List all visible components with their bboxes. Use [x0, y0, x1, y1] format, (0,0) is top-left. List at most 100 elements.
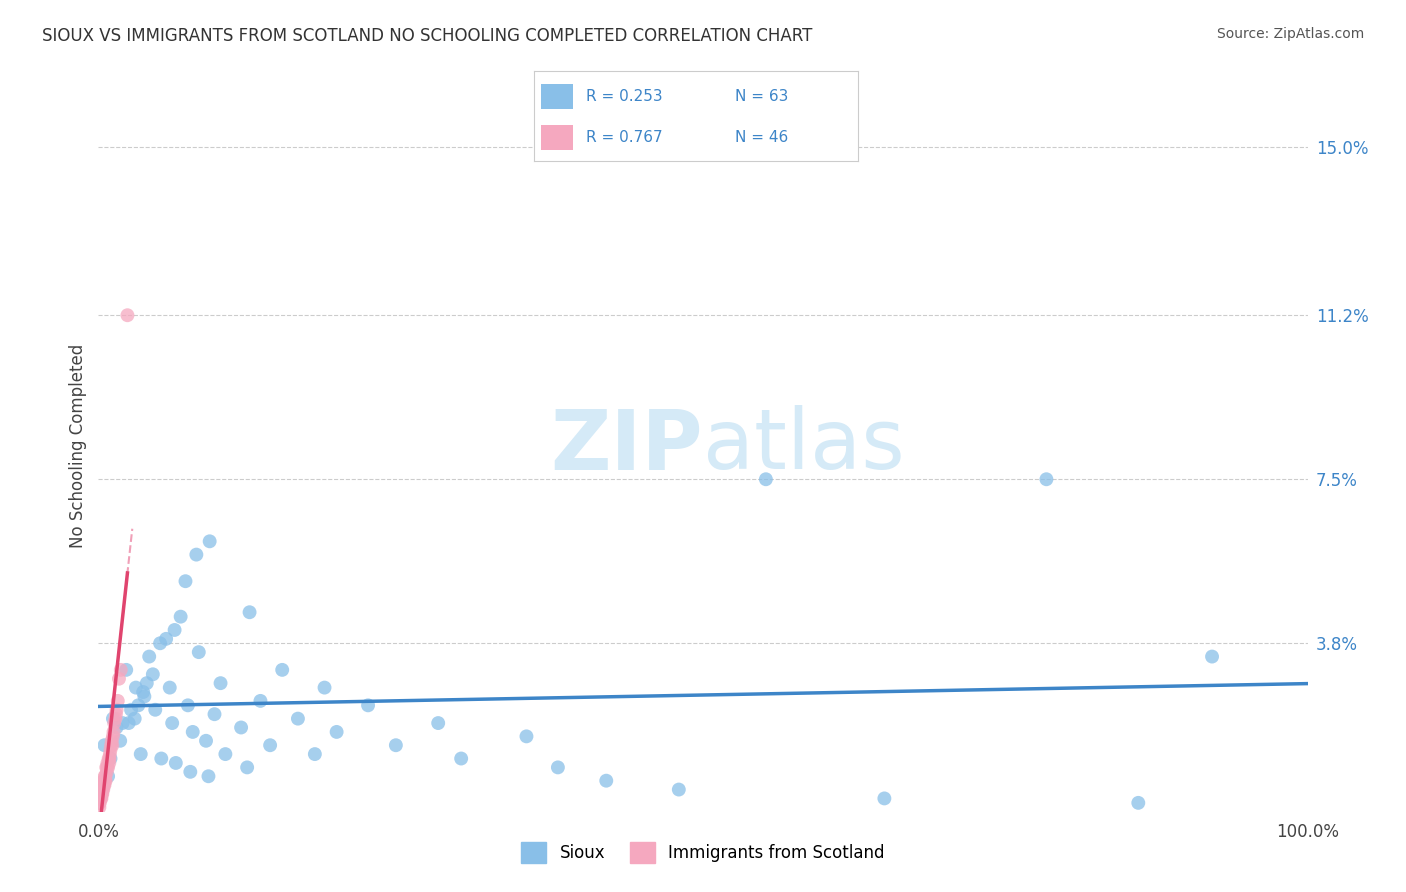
Point — [755, 472, 778, 486]
Point — [179, 764, 201, 779]
Text: atlas: atlas — [703, 406, 904, 486]
Point — [239, 605, 262, 619]
FancyBboxPatch shape — [541, 125, 574, 150]
Point — [515, 730, 537, 744]
Point — [120, 703, 142, 717]
Point — [1035, 472, 1057, 486]
Point — [595, 773, 617, 788]
Point — [90, 787, 112, 801]
Point — [117, 308, 139, 322]
Point — [96, 764, 118, 779]
Point — [100, 742, 122, 756]
Point — [118, 716, 141, 731]
Point — [142, 667, 165, 681]
Point — [89, 791, 111, 805]
Point — [1128, 796, 1150, 810]
Point — [115, 663, 138, 677]
Point — [93, 778, 115, 792]
Point — [668, 782, 690, 797]
Point — [101, 712, 124, 726]
Point — [100, 738, 122, 752]
Point — [198, 534, 221, 549]
Point — [209, 676, 232, 690]
Point — [1201, 649, 1223, 664]
Point — [385, 738, 408, 752]
Text: SIOUX VS IMMIGRANTS FROM SCOTLAND NO SCHOOLING COMPLETED CORRELATION CHART: SIOUX VS IMMIGRANTS FROM SCOTLAND NO SCH… — [42, 27, 813, 45]
Point — [873, 791, 896, 805]
Point — [325, 725, 347, 739]
Point — [177, 698, 200, 713]
Point — [127, 698, 149, 713]
Point — [94, 769, 117, 783]
Point — [103, 716, 125, 731]
Point — [93, 769, 115, 783]
Point — [91, 782, 114, 797]
Point — [150, 751, 173, 765]
Point — [155, 632, 177, 646]
Point — [97, 769, 120, 783]
Point — [357, 698, 380, 713]
Text: R = 0.253: R = 0.253 — [586, 89, 662, 103]
Point — [149, 636, 172, 650]
Text: R = 0.767: R = 0.767 — [586, 130, 662, 145]
Point — [93, 778, 115, 792]
Point — [104, 707, 127, 722]
Point — [98, 751, 121, 765]
Point — [107, 694, 129, 708]
Point — [138, 649, 160, 664]
Point — [90, 791, 112, 805]
Point — [98, 756, 121, 770]
Point — [134, 690, 156, 704]
Point — [314, 681, 336, 695]
Point — [304, 747, 326, 761]
Point — [108, 733, 131, 747]
Legend: Sioux, Immigrants from Scotland: Sioux, Immigrants from Scotland — [515, 836, 891, 869]
Point — [93, 773, 115, 788]
Point — [96, 760, 118, 774]
Point — [197, 769, 219, 783]
Point — [87, 796, 110, 810]
Point — [165, 756, 187, 770]
Point — [259, 738, 281, 752]
Point — [287, 712, 309, 726]
Point — [94, 773, 117, 788]
Point — [547, 760, 569, 774]
Point — [89, 796, 111, 810]
Point — [195, 733, 218, 747]
Point — [135, 676, 157, 690]
Point — [187, 645, 209, 659]
Point — [91, 787, 114, 801]
Point — [89, 800, 111, 814]
Point — [90, 791, 112, 805]
Point — [160, 716, 183, 731]
Point — [229, 721, 252, 735]
Text: ZIP: ZIP — [551, 406, 703, 486]
Point — [100, 751, 122, 765]
Point — [91, 778, 114, 792]
Point — [103, 725, 125, 739]
Point — [93, 738, 115, 752]
Point — [236, 760, 259, 774]
Text: N = 63: N = 63 — [735, 89, 789, 103]
Point — [97, 760, 120, 774]
Point — [96, 760, 118, 774]
Point — [143, 703, 166, 717]
Point — [89, 791, 111, 805]
Point — [94, 773, 117, 788]
Y-axis label: No Schooling Completed: No Schooling Completed — [69, 344, 87, 548]
Point — [249, 694, 271, 708]
FancyBboxPatch shape — [541, 84, 574, 109]
Point — [101, 730, 124, 744]
Point — [169, 609, 191, 624]
Point — [181, 725, 204, 739]
Point — [101, 738, 124, 752]
Point — [124, 712, 146, 726]
Point — [174, 574, 197, 589]
Point — [90, 782, 112, 797]
Point — [427, 716, 450, 731]
Point — [91, 782, 114, 797]
Point — [96, 756, 118, 770]
Point — [132, 685, 155, 699]
Point — [186, 548, 208, 562]
Point — [90, 787, 112, 801]
